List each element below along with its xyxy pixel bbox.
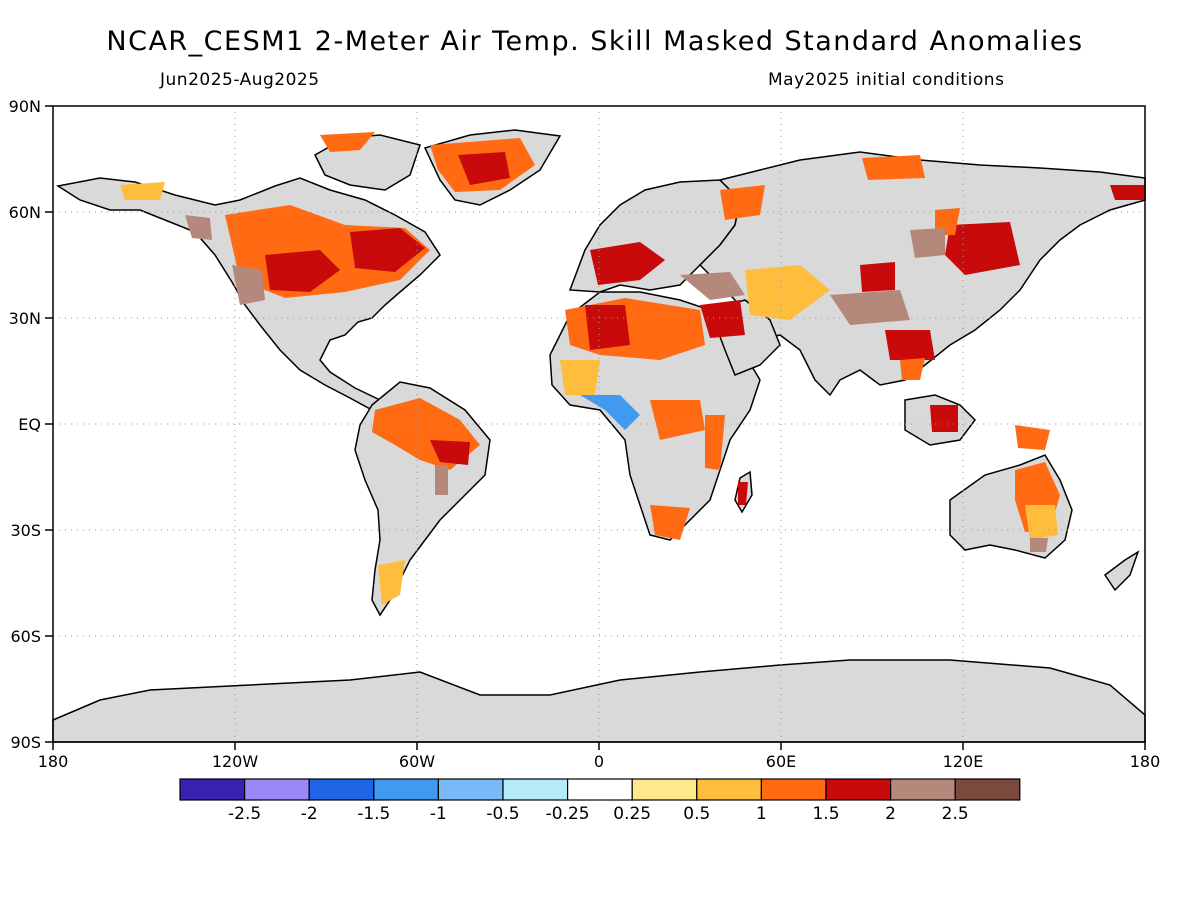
- anomaly-patch: [705, 415, 725, 470]
- lon-label: 180: [1130, 752, 1161, 771]
- anomaly-patch: [185, 215, 212, 240]
- lat-label: 60N: [9, 203, 41, 222]
- colorbar-swatch: [889, 778, 956, 801]
- anomaly-patch: [1030, 538, 1048, 552]
- colorbar-label: 1: [756, 804, 767, 824]
- colorbar-swatch: [825, 778, 892, 801]
- colorbar-swatch: [502, 778, 569, 801]
- new-zealand: [1103, 550, 1140, 592]
- anomaly-patch: [745, 265, 830, 320]
- colorbar-swatch: [566, 778, 633, 801]
- anomaly-patch: [720, 185, 765, 220]
- anomaly-patch: [458, 152, 510, 185]
- anomaly-patch: [120, 182, 165, 200]
- anomaly-patch: [930, 405, 958, 432]
- colorbar-label: -0.25: [546, 804, 590, 824]
- lat-label: 30S: [10, 521, 41, 540]
- colorbar-swatch: [631, 778, 698, 801]
- lon-label: 180: [38, 752, 69, 771]
- lat-label: 90S: [10, 733, 41, 752]
- chart-title: NCAR_CESM1 2-Meter Air Temp. Skill Maske…: [106, 26, 1084, 57]
- colorbar-label: 2.5: [942, 804, 969, 824]
- colorbar-swatch: [954, 778, 1021, 801]
- anomaly-patch: [585, 305, 630, 350]
- anomaly-patch: [700, 300, 745, 338]
- anomaly-patch: [378, 560, 405, 605]
- lat-label: 60S: [10, 627, 41, 646]
- anomaly-shading: [120, 132, 1145, 605]
- anomaly-patch: [650, 400, 705, 440]
- anomaly-patch: [590, 242, 665, 285]
- anomaly-patch: [830, 290, 910, 325]
- colorbar-label: -0.5: [486, 804, 519, 824]
- initial-conditions: May2025 initial conditions: [768, 70, 1005, 90]
- lon-label: 120E: [943, 752, 984, 771]
- anomaly-patch: [738, 482, 748, 505]
- colorbar: -2.5 -2 -1.5 -1 -0.5 -0.25 0.25 0.5 1 1.5 2 2.5: [179, 778, 1021, 824]
- lon-label: 120W: [212, 752, 259, 771]
- anomaly-patch: [860, 262, 895, 292]
- graticule: [53, 106, 1145, 742]
- colorbar-swatch: [696, 778, 762, 801]
- anomaly-patch: [560, 360, 600, 395]
- colorbar-label: -2.5: [228, 804, 261, 824]
- lat-label: EQ: [18, 415, 41, 434]
- lat-label: 30N: [9, 309, 41, 328]
- anomaly-patch: [580, 395, 640, 430]
- anomaly-patch: [320, 132, 375, 152]
- lon-label: 60W: [399, 752, 435, 771]
- colorbar-label: 1.5: [812, 804, 839, 824]
- anomaly-patch: [900, 358, 925, 380]
- anomaly-patch: [232, 265, 265, 305]
- anomaly-patch: [680, 272, 745, 300]
- anomaly-patch: [435, 465, 448, 495]
- colorbar-label: 0.25: [613, 804, 651, 824]
- colorbar-swatch: [437, 778, 504, 801]
- colorbar-label: 2: [885, 804, 896, 824]
- asia: [698, 151, 1146, 397]
- colorbar-swatch: [308, 778, 375, 801]
- colorbar-label: -1.5: [357, 804, 390, 824]
- anomaly-patch: [862, 155, 925, 180]
- anomaly-patch: [1015, 425, 1050, 450]
- anomaly-patch: [945, 222, 1020, 275]
- longitude-labels: 180 120W 60W 0 60E 120E 180: [38, 752, 1161, 771]
- anomaly-patch: [885, 330, 935, 360]
- colorbar-swatch: [760, 778, 827, 801]
- forecast-period: Jun2025-Aug2025: [160, 70, 320, 90]
- anomaly-patch: [350, 228, 425, 272]
- lon-label: 60E: [766, 752, 796, 771]
- colorbar-swatch: [244, 778, 310, 801]
- lat-label: 90N: [9, 97, 41, 116]
- anomaly-patch: [1025, 505, 1058, 540]
- tick-marks: [45, 105, 1146, 750]
- colorbar-label: 0.5: [683, 804, 710, 824]
- colorbar-swatch: [373, 778, 439, 801]
- anomaly-patch: [910, 228, 945, 258]
- anomaly-patch: [430, 440, 470, 465]
- lon-label: 0: [594, 752, 604, 771]
- colorbar-label: -1: [430, 804, 447, 824]
- anomaly-patch: [1110, 185, 1145, 200]
- colorbar-swatch: [179, 778, 246, 801]
- latitude-labels: 90N 60N 30N EQ 30S 60S 90S: [9, 97, 41, 752]
- anomaly-patch: [650, 505, 690, 540]
- anomaly-patch: [265, 250, 340, 292]
- colorbar-label: -2: [301, 804, 318, 824]
